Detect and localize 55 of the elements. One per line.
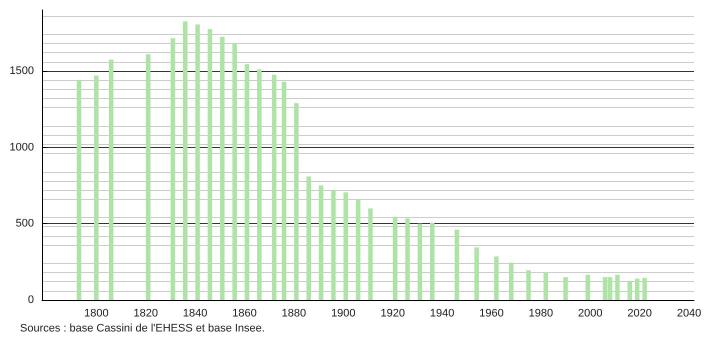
x-tick-label: 1880	[282, 308, 306, 320]
bar	[244, 64, 250, 300]
bar	[615, 274, 620, 300]
x-tick-label: 1980	[528, 308, 554, 320]
bar	[294, 103, 299, 300]
bar	[418, 224, 422, 300]
x-tick-label: 2020	[627, 308, 652, 320]
x-tick-label: 1820	[133, 308, 158, 320]
x-tick-label: 1920	[380, 308, 405, 320]
y-tick-label: 0	[28, 294, 34, 306]
x-tick-label: 1840	[182, 308, 208, 320]
bar	[146, 54, 150, 300]
bar	[306, 176, 311, 300]
bar	[76, 80, 82, 300]
bar	[544, 272, 548, 300]
bar	[526, 270, 531, 300]
bar	[220, 36, 225, 300]
x-tick-label: 1800	[84, 308, 109, 320]
bar	[257, 70, 262, 300]
x-tick-label: 1940	[430, 308, 454, 320]
bar	[586, 274, 590, 300]
y-tick-label: 1500	[10, 65, 34, 78]
bar	[170, 38, 176, 300]
bar	[642, 278, 647, 300]
x-tick-label: 2040	[676, 308, 702, 320]
bar	[208, 29, 212, 300]
bar	[318, 186, 324, 300]
bar	[405, 218, 410, 300]
bar	[474, 247, 479, 300]
bar	[634, 278, 640, 300]
y-tick-label: 500	[16, 218, 34, 230]
bar	[494, 256, 499, 300]
x-tick-label: 1860	[232, 308, 257, 320]
bar	[182, 21, 188, 300]
bar	[454, 230, 460, 300]
bar	[94, 76, 99, 300]
bar	[344, 192, 348, 300]
x-tick-label: 1900	[331, 308, 356, 320]
bar	[356, 200, 360, 300]
bar	[430, 222, 434, 300]
x-tick-label: 1960	[479, 308, 504, 320]
bar	[272, 74, 276, 300]
bar	[108, 60, 114, 300]
y-tick-label: 1000	[10, 141, 34, 154]
bar	[563, 277, 568, 300]
bar	[628, 280, 632, 300]
bar	[392, 216, 398, 300]
bar	[282, 82, 286, 300]
bar	[331, 190, 336, 300]
bar	[508, 262, 514, 300]
bar	[195, 24, 200, 300]
x-tick-label: 2000	[578, 308, 603, 320]
source-note: Sources : base Cassini de l'EHESS et base Insee.	[20, 322, 265, 334]
bar	[368, 208, 373, 300]
bar	[232, 44, 237, 300]
